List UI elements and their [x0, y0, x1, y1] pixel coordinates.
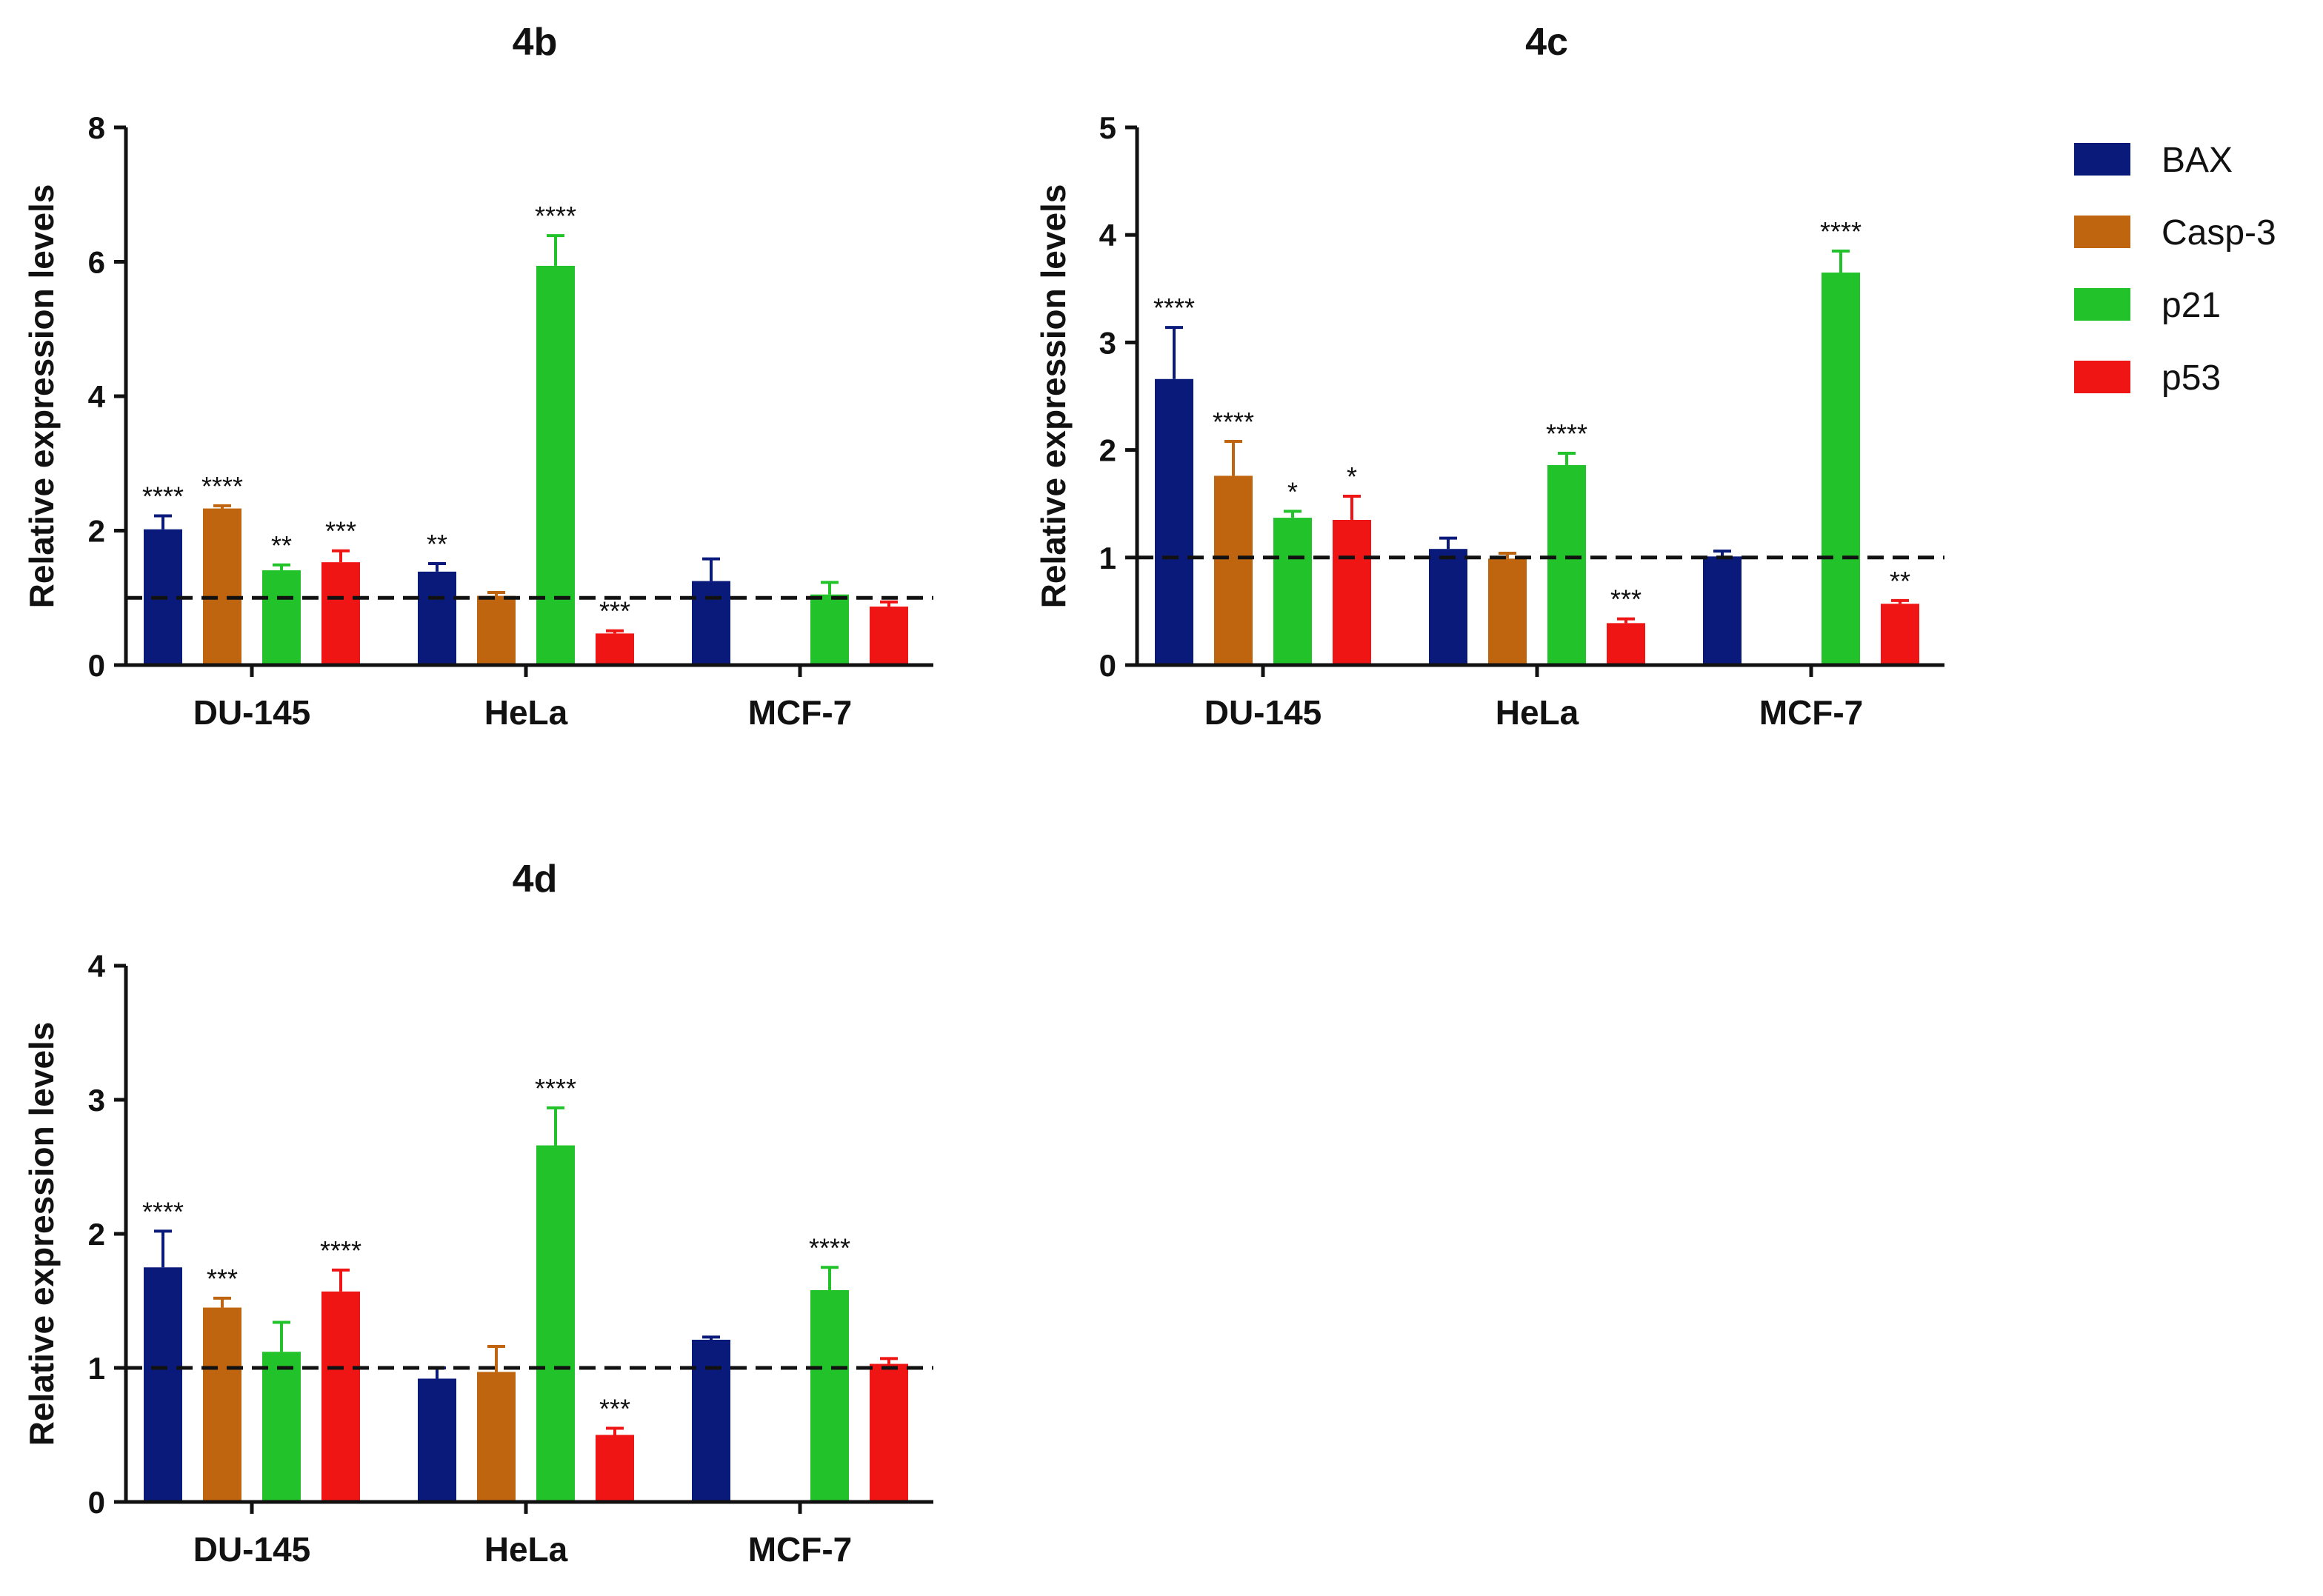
y-tick-label: 3 [88, 1083, 105, 1118]
y-tick-label: 2 [88, 514, 105, 549]
y-tick-label: 3 [1099, 325, 1116, 360]
significance-label: *** [599, 1393, 630, 1423]
y-axis-label: Relative expression levels [22, 184, 61, 609]
y-tick-label: 8 [88, 110, 105, 145]
bar-du-145-p53 [321, 1291, 360, 1502]
significance-label: *** [325, 516, 356, 547]
legend: BAX Casp-3 p21 p53 [2074, 141, 2276, 398]
x-tick-label: DU-145 [1204, 693, 1322, 732]
y-tick-label: 2 [88, 1217, 105, 1252]
y-tick-label: 1 [1099, 541, 1116, 575]
x-tick-label: HeLa [1496, 693, 1579, 732]
bar-du-145-casp-3 [1214, 475, 1253, 665]
significance-label: **** [1820, 216, 1862, 247]
y-axis-label: Relative expression levels [1034, 184, 1073, 609]
x-tick-label: DU-145 [193, 1530, 311, 1569]
y-tick-label: 6 [88, 245, 105, 280]
significance-label: **** [535, 1073, 576, 1103]
bar-mcf-7-p53 [1881, 604, 1919, 665]
bar-mcf-7-bax [1703, 556, 1742, 665]
bar-hela-bax [1429, 549, 1467, 665]
bar-hela-casp-3 [477, 595, 516, 665]
significance-label: **** [1153, 293, 1195, 323]
significance-label: * [1287, 476, 1298, 507]
x-tick-label: HeLa [484, 693, 568, 732]
y-tick-label: 0 [1099, 648, 1116, 683]
chart-title: 4b [513, 21, 558, 64]
significance-label: **** [320, 1235, 361, 1266]
bar-hela-casp-3 [477, 1372, 516, 1502]
y-tick-label: 0 [88, 648, 105, 683]
legend-swatch-bax [2074, 143, 2130, 176]
x-tick-label: DU-145 [193, 693, 311, 732]
x-tick-label: MCF-7 [748, 1530, 853, 1569]
bar-hela-bax [418, 1378, 456, 1502]
bar-du-145-bax [144, 1267, 182, 1502]
significance-label: ** [271, 530, 292, 561]
chart-title: 4d [513, 858, 558, 901]
bar-du-145-p21 [262, 570, 301, 665]
bar-hela-p53 [596, 1435, 634, 1502]
significance-label: **** [1546, 418, 1587, 449]
bar-mcf-7-p21 [1822, 273, 1860, 665]
bar-mcf-7-bax [692, 581, 730, 665]
significance-label: * [1347, 461, 1357, 492]
chart-title: 4c [1525, 21, 1568, 64]
significance-label: **** [1213, 407, 1254, 437]
legend-label-p21: p21 [2162, 286, 2221, 325]
legend-label-casp-3: Casp-3 [2162, 213, 2276, 253]
bar-hela-p53 [596, 633, 634, 665]
y-tick-label: 5 [1099, 110, 1116, 145]
bar-mcf-7-p53 [870, 607, 908, 665]
bar-hela-casp-3 [1488, 558, 1527, 665]
significance-label: **** [142, 481, 184, 512]
bar-hela-p53 [1607, 623, 1645, 665]
significance-label: **** [809, 1232, 850, 1263]
significance-label: **** [535, 201, 576, 231]
bar-hela-bax [418, 571, 456, 665]
bar-hela-p21 [536, 265, 575, 665]
significance-label: **** [142, 1196, 184, 1226]
significance-label: *** [1610, 584, 1642, 615]
y-axis-label: Relative expression levels [22, 1022, 61, 1446]
significance-label: *** [207, 1263, 238, 1294]
bar-hela-p21 [536, 1145, 575, 1502]
bar-mcf-7-bax [692, 1339, 730, 1502]
legend-swatch-p53 [2074, 361, 2130, 393]
bar-mcf-7-p21 [810, 594, 849, 665]
x-tick-label: HeLa [484, 1530, 568, 1569]
y-tick-label: 4 [1099, 218, 1117, 253]
bar-du-145-p53 [1333, 519, 1371, 665]
significance-label: *** [599, 596, 630, 627]
y-tick-label: 2 [1099, 433, 1116, 468]
significance-label: **** [201, 471, 243, 501]
y-tick-label: 4 [88, 379, 106, 414]
x-tick-label: MCF-7 [1759, 693, 1864, 732]
legend-label-bax: BAX [2162, 141, 2233, 180]
bar-du-145-casp-3 [203, 1307, 241, 1502]
bar-du-145-casp-3 [203, 508, 241, 665]
legend-label-p53: p53 [2162, 358, 2221, 398]
x-tick-label: MCF-7 [748, 693, 853, 732]
y-tick-label: 4 [88, 949, 106, 984]
legend-swatch-p21 [2074, 288, 2130, 321]
bar-du-145-p21 [1273, 518, 1312, 665]
significance-label: ** [427, 529, 447, 559]
bar-hela-p21 [1547, 464, 1586, 665]
significance-label: ** [1890, 566, 1910, 596]
legend-swatch-casp-3 [2074, 216, 2130, 248]
y-tick-label: 1 [88, 1351, 105, 1386]
bar-du-145-p53 [321, 562, 360, 665]
bar-mcf-7-p21 [810, 1290, 849, 1502]
bar-mcf-7-p53 [870, 1363, 908, 1502]
bar-du-145-p21 [262, 1352, 301, 1502]
bar-du-145-bax [1155, 378, 1193, 665]
y-tick-label: 0 [88, 1485, 105, 1520]
